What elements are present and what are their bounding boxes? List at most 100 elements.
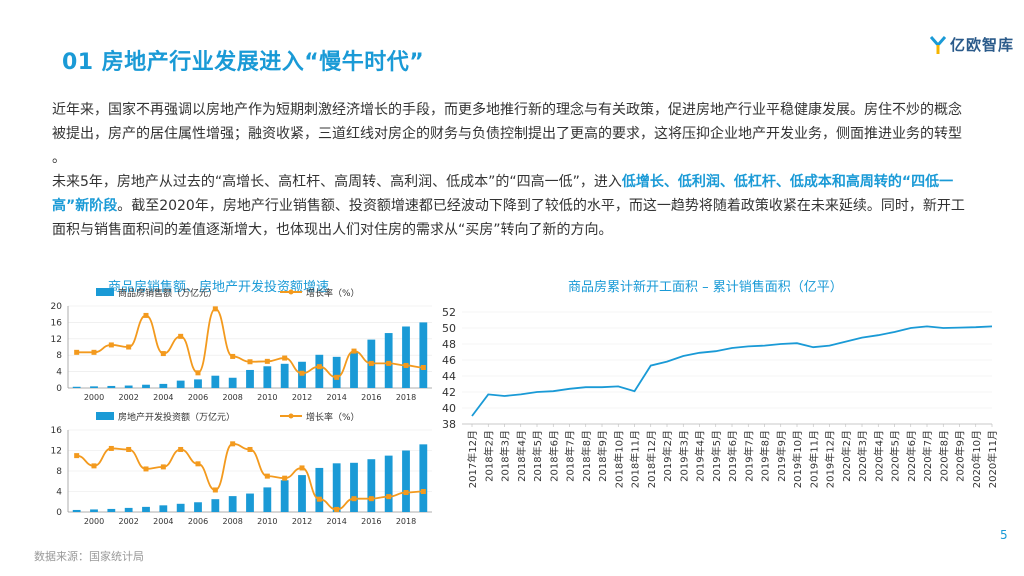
sales-growth-point [195, 370, 201, 376]
area-x-tick-label: 2020年8月 [937, 430, 950, 482]
area-x-tick-label: 2018年5月 [531, 430, 544, 482]
sales-growth-point [247, 359, 253, 365]
area-x-tick-label: 2020年6月 [905, 430, 918, 482]
sales-y-tick-label: 8 [56, 351, 62, 361]
invest-legend-line-marker [288, 413, 294, 419]
invest-bar [176, 503, 185, 512]
page-number: 5 [1000, 528, 1008, 542]
sales-growth-point [368, 360, 374, 366]
invest-x-tick-label: 2002 [118, 517, 138, 526]
sales-growth-point [282, 355, 288, 361]
area-x-tick-label: 2019年10月 [791, 430, 804, 488]
sales-growth-point [420, 365, 426, 370]
sales-x-tick-label: 2006 [188, 393, 208, 402]
area-x-tick-label: 2018年4月 [515, 430, 528, 482]
sales-x-tick-label: 2016 [361, 393, 381, 402]
invest-legend-bar-swatch [96, 412, 114, 420]
sales-bar [107, 385, 116, 388]
invest-bar [159, 505, 168, 512]
area-x-tick-label: 2018年11月 [629, 430, 642, 488]
right-chart-title: 商品房累计新开工面积 – 累计销售面积（亿平） [568, 280, 843, 295]
sales-x-tick-label: 2010 [257, 393, 277, 402]
sales-bar [419, 322, 428, 388]
sales-bar [350, 352, 358, 388]
sales-bar [142, 384, 150, 388]
sales-x-tick-label: 2002 [118, 393, 138, 402]
invest-growth-point [351, 496, 357, 502]
sales-bar [246, 369, 254, 388]
invest-growth-point [299, 465, 305, 471]
sales-growth-point [299, 370, 305, 376]
invest-y-tick-label: 4 [56, 488, 62, 498]
invest-growth-point [368, 496, 374, 502]
area-x-tick-label: 2019年7月 [742, 430, 755, 482]
page-title: 01 房地产行业发展进入“慢牛时代” [62, 50, 425, 75]
sales-growth-point [403, 362, 409, 368]
invest-growth-point [143, 466, 149, 472]
area-x-tick-label: 2019年4月 [694, 430, 707, 482]
invest-x-tick-label: 2000 [84, 517, 104, 526]
logo-icon [930, 35, 946, 54]
paragraph-2: 未来5年，房地产从过去的“高增长、高杠杆、高周转、高利润、低成本”的“四高一低”… [52, 170, 972, 242]
area-x-tick-label: 2020年7月 [921, 430, 934, 482]
sales-y-tick-label: 0 [56, 384, 62, 394]
invest-bar [350, 462, 358, 512]
sales-bar [384, 333, 393, 388]
invest-x-tick-label: 2010 [257, 517, 277, 526]
sales-y-tick-label: 16 [51, 318, 63, 328]
invest-bar [90, 509, 98, 512]
sales-growth-point [230, 353, 236, 359]
sales-bar [315, 354, 324, 388]
logo-text: 亿欧智库 [950, 36, 1015, 54]
invest-x-tick-label: 2014 [326, 517, 346, 526]
sales-x-tick-label: 2004 [153, 393, 173, 402]
area-x-tick-label: 2019年11月 [807, 430, 820, 488]
area-x-tick-label: 2020年2月 [840, 430, 853, 482]
invest-y-tick-label: 16 [51, 426, 63, 436]
invest-bar [107, 508, 116, 512]
invest-x-tick-label: 2006 [188, 517, 208, 526]
sales-growth-point [74, 349, 80, 355]
invest-bar [211, 499, 220, 512]
invest-bar [246, 493, 254, 512]
area-y-tick-label: 44 [442, 370, 456, 383]
invest-y-tick-label: 0 [56, 508, 62, 518]
area-x-tick-label: 2019年8月 [759, 430, 772, 482]
invest-growth-point [195, 461, 201, 467]
sales-growth-point [212, 306, 218, 312]
invest-legend: 房地产开发投资额（万亿元） 增长率（%） [96, 411, 360, 423]
area-x-tick-label: 2018年9月 [596, 430, 609, 482]
sales-growth-point [351, 348, 357, 354]
invest-bar [263, 487, 272, 512]
invest-growth-point [420, 489, 426, 494]
area-y-tick-label: 38 [442, 418, 456, 431]
invest-legend-bar-label: 房地产开发投资额（万亿元） [118, 411, 235, 423]
invest-growth-point [282, 475, 288, 481]
sales-x-tick-label: 2014 [326, 393, 346, 402]
invest-legend-line-label: 增长率（%） [306, 411, 360, 423]
invest-bar [124, 507, 133, 512]
sales-growth-point [264, 358, 270, 364]
paragraph-1: 近年来，国家不再强调以房地产作为短期刺激经济增长的手段，而更多地推行新的理念与有… [52, 102, 962, 166]
sales-growth-point [178, 333, 184, 339]
area-x-tick-label: 2020年5月 [889, 430, 902, 482]
sales-legend-line-label: 增长率（%） [306, 287, 360, 299]
sales-bar [176, 380, 185, 388]
invest-bar [298, 475, 306, 512]
sales-growth-point [126, 344, 132, 350]
area-x-tick-label: 2018年3月 [499, 430, 512, 482]
invest-bar [384, 455, 393, 512]
area-x-tick-label: 2020年11月 [986, 430, 999, 488]
area-y-tick-label: 52 [442, 306, 456, 319]
sales-legend: 商品房销售额（万亿元） 增长率（%） [96, 287, 360, 299]
invest-x-tick-label: 2008 [222, 517, 242, 526]
sales-bar [402, 326, 410, 388]
sales-y-tick-label: 4 [56, 368, 62, 378]
invest-growth-point [264, 473, 270, 479]
invest-bar [332, 463, 341, 512]
sales-growth-point [91, 349, 97, 355]
body-text: 近年来，国家不再强调以房地产作为短期刺激经济增长的手段，而更多地推行新的理念与有… [52, 98, 972, 242]
sales-bar [263, 366, 272, 388]
invest-x-tick-label: 2004 [153, 517, 173, 526]
area-y-tick-label: 46 [442, 354, 456, 367]
